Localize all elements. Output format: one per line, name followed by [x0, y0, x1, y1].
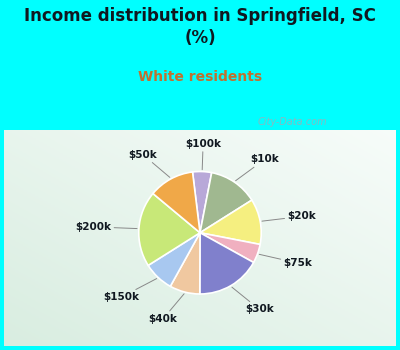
Wedge shape	[139, 194, 200, 265]
Text: $10k: $10k	[236, 154, 279, 181]
Wedge shape	[200, 233, 254, 294]
Text: $30k: $30k	[232, 287, 274, 314]
Text: City-Data.com: City-Data.com	[257, 117, 327, 127]
Wedge shape	[170, 233, 200, 294]
Text: $20k: $20k	[262, 211, 316, 222]
Wedge shape	[200, 233, 260, 262]
Text: Income distribution in Springfield, SC
(%): Income distribution in Springfield, SC (…	[24, 7, 376, 47]
Wedge shape	[153, 172, 200, 233]
Text: $40k: $40k	[149, 294, 184, 324]
Text: $200k: $200k	[75, 222, 137, 232]
Text: White residents: White residents	[138, 70, 262, 84]
Wedge shape	[148, 233, 200, 286]
Text: $50k: $50k	[129, 150, 170, 177]
Wedge shape	[200, 200, 261, 244]
Text: $100k: $100k	[185, 139, 221, 170]
Text: $150k: $150k	[103, 279, 157, 302]
Wedge shape	[192, 172, 212, 233]
Text: $75k: $75k	[259, 254, 312, 268]
Wedge shape	[200, 173, 252, 233]
